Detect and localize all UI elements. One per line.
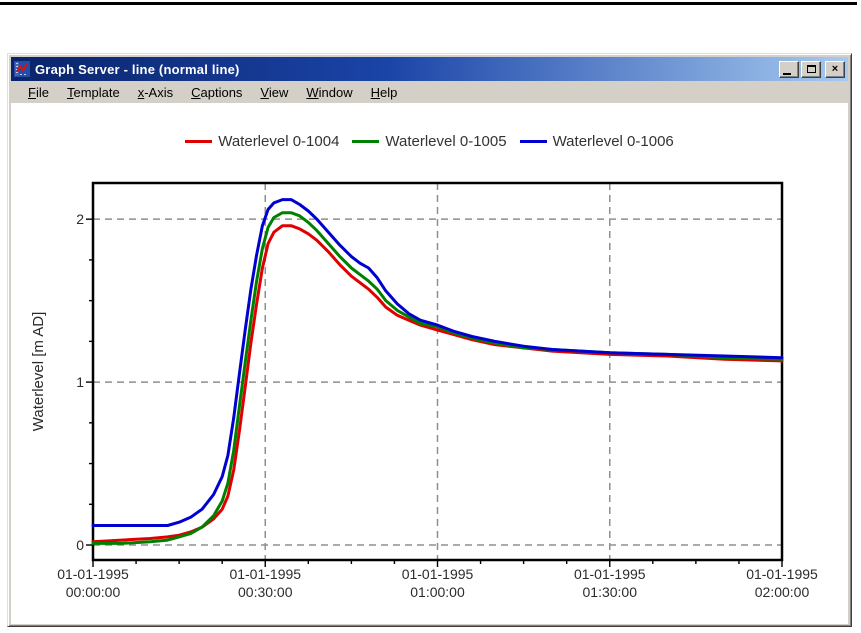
gridlines [93, 183, 782, 560]
menu-file-label: F [28, 84, 36, 100]
close-icon: × [831, 63, 839, 75]
x-tick-time: 01:30:00 [583, 584, 638, 600]
chart-client-area: Waterlevel 0-1004 Waterlevel 0-1005 Wate… [11, 103, 848, 624]
maximize-icon [806, 65, 816, 73]
app-icon [14, 61, 30, 77]
menu-view-label-rest: iew [268, 84, 289, 100]
minimize-icon [783, 72, 791, 75]
data-series [91, 198, 784, 545]
x-tick-time: 01:00:00 [410, 584, 465, 600]
chart-canvas: 01-01-1995 00:00:00 01-01-1995 00:30:00 01-0… [30, 181, 818, 600]
y-tick-label: 1 [76, 374, 84, 390]
y-tick-label: 0 [76, 537, 84, 553]
y-axis-title: Waterlevel [m AD] [30, 312, 47, 431]
minimize-button[interactable] [779, 60, 799, 78]
series-waterlevel-0-1006 [91, 198, 784, 527]
x-tick-date: 01-01-1995 [746, 566, 818, 582]
menu-window-label: W [306, 84, 319, 100]
menu-captions[interactable]: Captions [182, 83, 251, 102]
menu-captions-label-rest: aptions [200, 84, 243, 100]
window-title: Graph Server - line (normal line) [35, 61, 240, 77]
menu-help[interactable]: Help [362, 83, 407, 102]
menu-template-label-rest: emplate [73, 84, 120, 100]
menu-x-axis[interactable]: x-Axis [129, 83, 182, 102]
maximize-button[interactable] [801, 60, 821, 78]
menu-window-label-rest: indow [318, 84, 353, 100]
plot-frame [91, 181, 784, 562]
menu-x-axis-label-rest: -Axis [144, 84, 174, 100]
x-tick-date: 01-01-1995 [57, 566, 129, 582]
y-tick-label: 2 [76, 211, 84, 227]
menu-file-label-rest: ile [35, 84, 49, 100]
x-tick-date: 01-01-1995 [229, 566, 301, 582]
menu-view[interactable]: View [251, 83, 297, 102]
title-bar[interactable]: Graph Server - line (normal line) × [11, 57, 848, 81]
menu-help-label: H [370, 84, 381, 100]
menu-help-label-rest: elp [380, 84, 398, 100]
x-tick-date: 01-01-1995 [402, 566, 474, 582]
x-tick-date: 01-01-1995 [574, 566, 646, 582]
menu-file[interactable]: File [19, 83, 58, 102]
page-top-rule [0, 2, 857, 5]
menu-template[interactable]: Template [58, 83, 129, 102]
axis-labels: 01-01-1995 00:00:00 01-01-1995 00:30:00 01-0… [30, 211, 818, 600]
menu-window[interactable]: Window [297, 83, 361, 102]
menu-bar: File Template x-Axis Captions View Windo… [11, 81, 848, 103]
x-tick-time: 00:00:00 [66, 584, 121, 600]
series-waterlevel-0-1004 [91, 224, 784, 544]
axis-ticks [86, 218, 783, 567]
menu-captions-label: C [191, 84, 201, 100]
series-waterlevel-0-1005 [91, 211, 784, 545]
x-tick-time: 00:30:00 [238, 584, 293, 600]
menu-template-label: T [66, 84, 74, 100]
x-tick-time: 02:00:00 [755, 584, 810, 600]
menu-view-label: V [260, 84, 269, 100]
graph-server-window: Graph Server - line (normal line) × File… [7, 53, 852, 627]
menu-x-axis-label: x [137, 84, 145, 100]
close-button[interactable]: × [825, 60, 845, 78]
